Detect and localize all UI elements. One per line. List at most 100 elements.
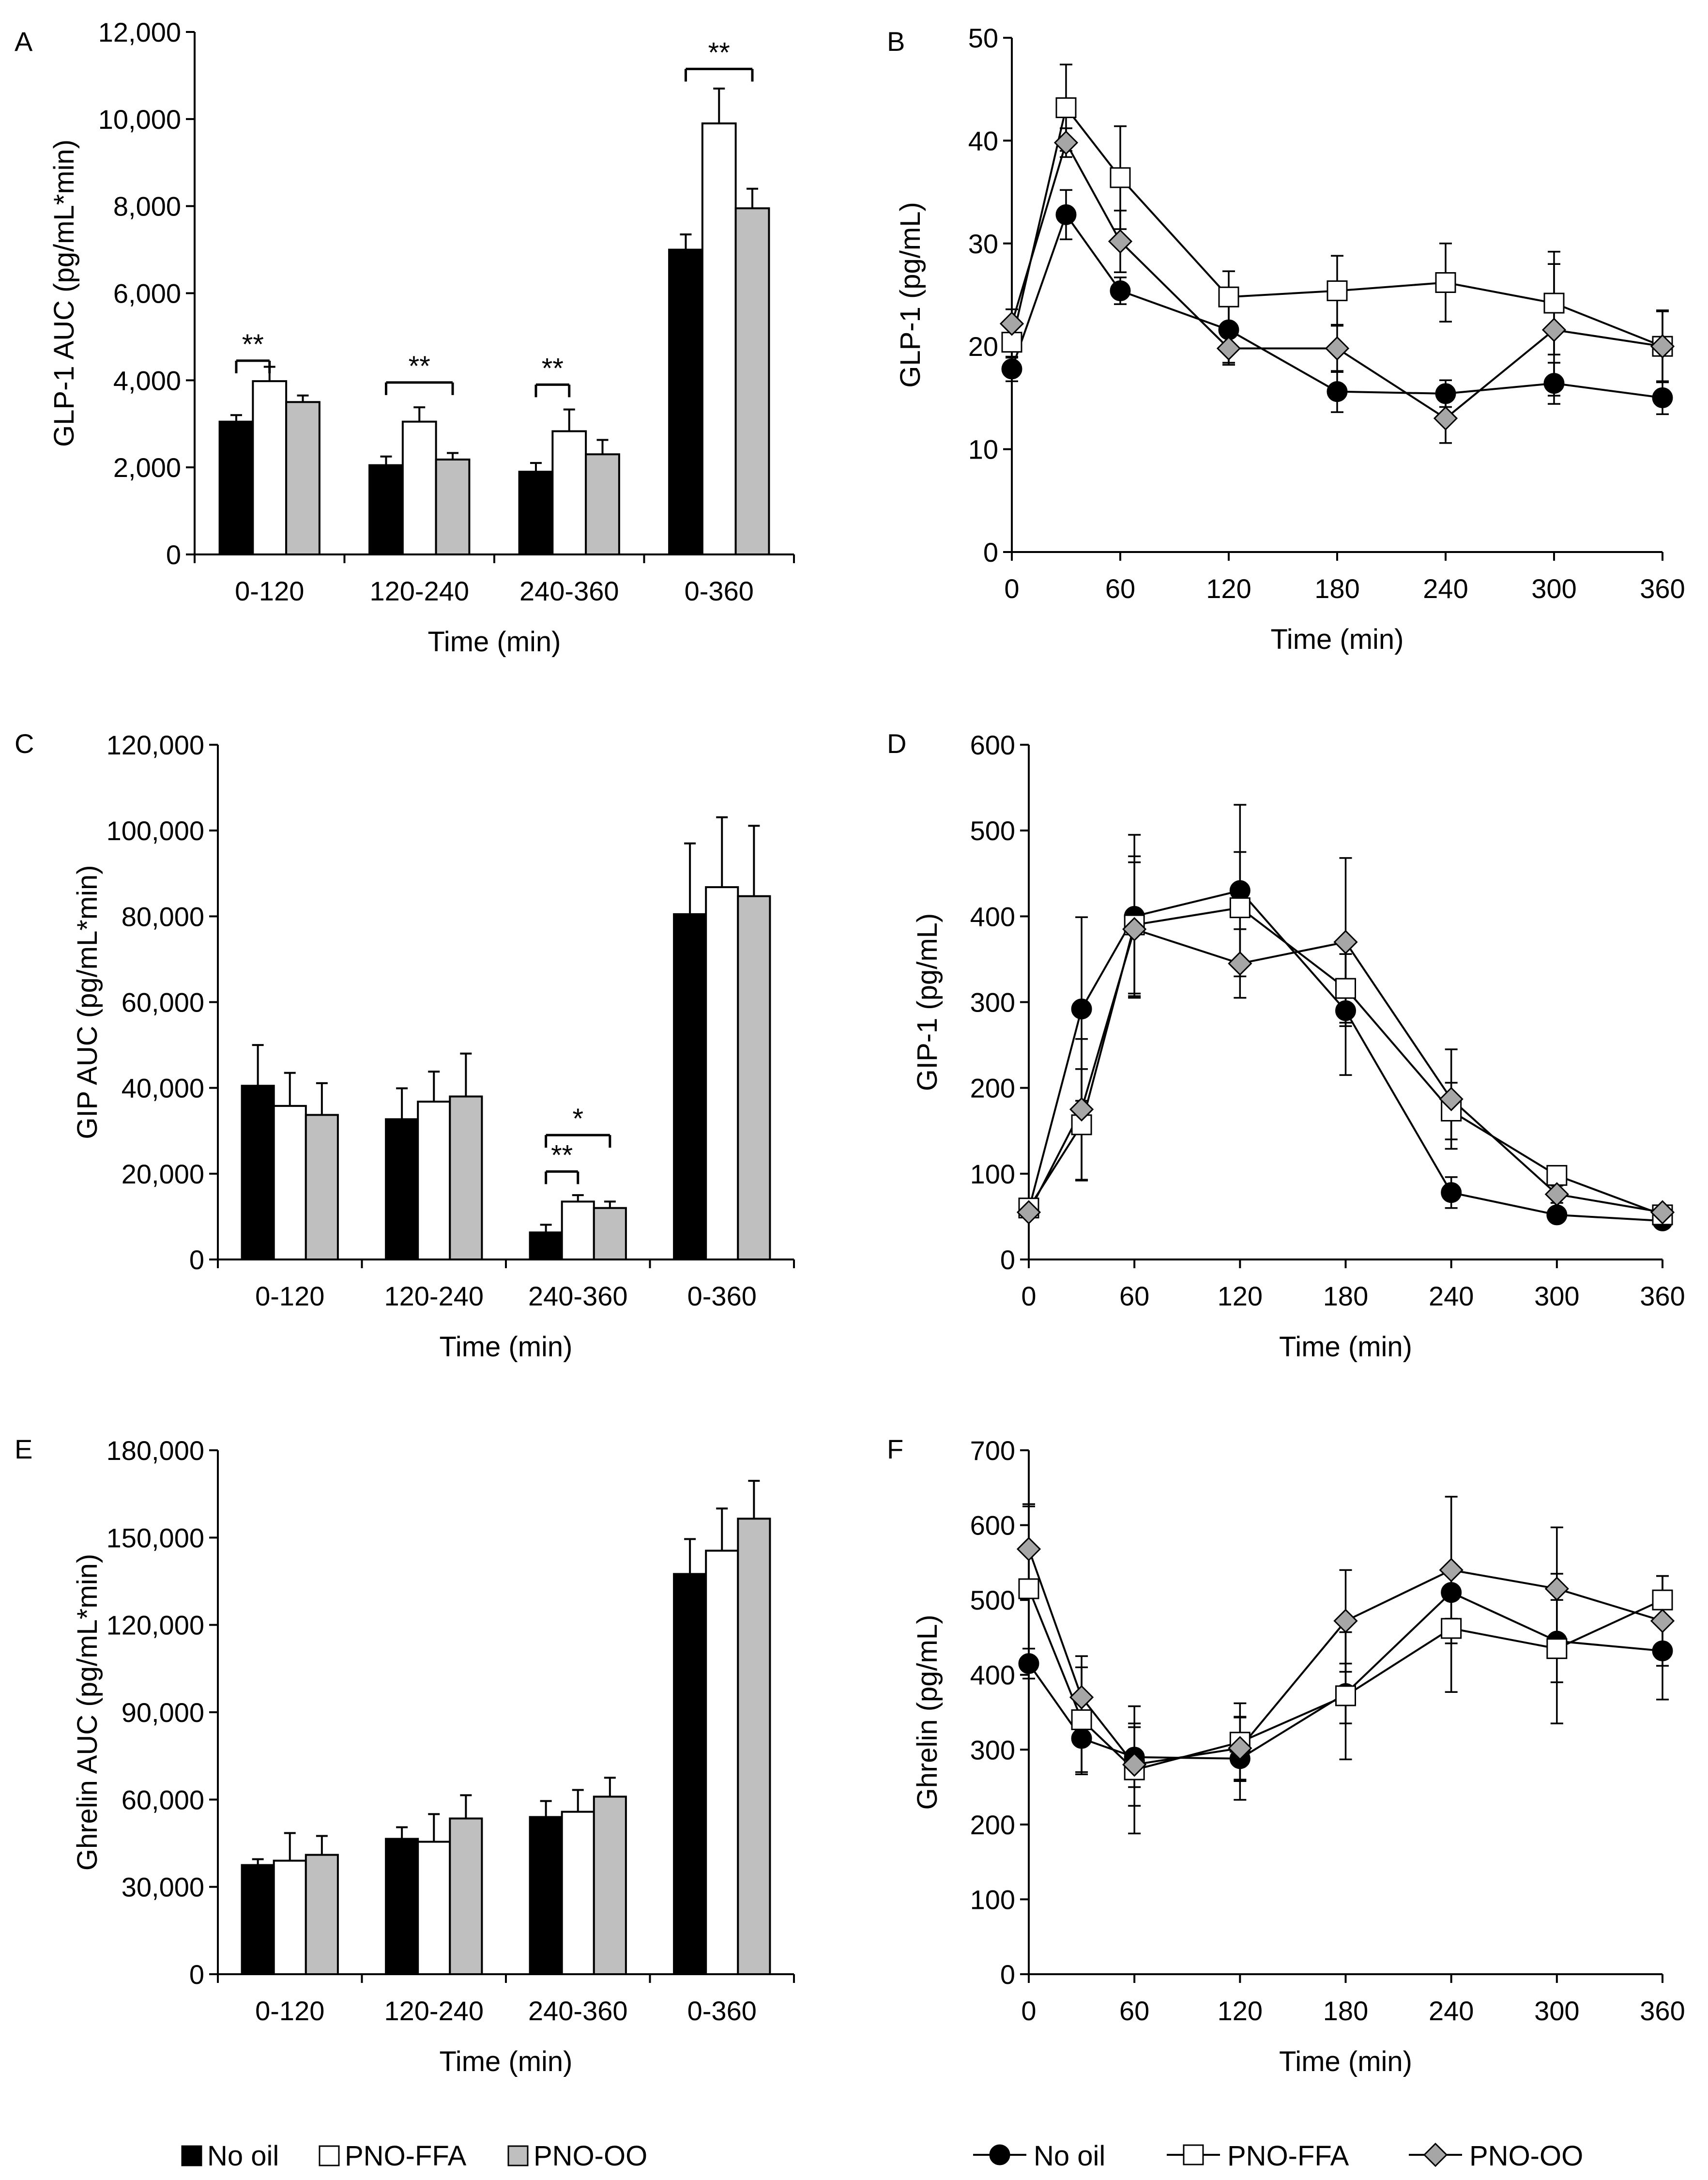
marker-no-oil: [1071, 998, 1092, 1020]
significance-bracket: **: [534, 353, 571, 398]
y-tick-label: 100: [970, 1159, 1015, 1189]
x-tick-label: 0: [1021, 1281, 1036, 1311]
marker-pno-oo: [1069, 1097, 1094, 1122]
legend-line-chart: No oil PNO-FFA PNO-OO: [973, 2140, 1583, 2172]
bar-no-oil: [241, 1864, 275, 1975]
x-axis-title: Time (min): [1279, 2046, 1412, 2077]
bar-no-oil: [668, 248, 703, 555]
y-axis-title: GLP-1 (pg/mL): [895, 202, 926, 388]
y-tick-label: 100,000: [107, 815, 204, 846]
significance-bracket: *: [545, 1103, 611, 1148]
x-tick-label: 300: [1531, 573, 1576, 604]
y-tick-label: 4,000: [113, 365, 181, 396]
marker-no-oil: [1441, 1182, 1462, 1203]
x-tick-label: 60: [1105, 573, 1135, 604]
x-tick-label: 120-240: [369, 576, 469, 606]
marker-no-oil: [1546, 1204, 1568, 1226]
marker-legend: [1183, 2144, 1204, 2165]
bar-pno-oo: [285, 401, 320, 556]
panel-c: C 0 20,000 40,000 60,000 80,000 100,000 120,000…: [15, 728, 795, 1363]
marker-pno-oo: [1650, 1609, 1675, 1633]
bar-pno-ffa: [561, 1811, 595, 1976]
bar-no-oil: [385, 1838, 419, 1976]
y-tick-label: 150,000: [107, 1522, 204, 1553]
bar-pno-ffa: [401, 420, 437, 555]
x-tick-label: 300: [1534, 1281, 1579, 1311]
bar-no-oil: [529, 1816, 563, 1975]
bar-pno-oo: [585, 453, 620, 555]
bar-pno-oo: [593, 1207, 627, 1260]
y-tick-label: 400: [970, 901, 1015, 932]
bar-pno-ffa: [252, 380, 288, 555]
marker-pno-ffa: [1335, 978, 1356, 999]
y-tick-label: 20,000: [122, 1159, 204, 1189]
marker-pno-ffa: [1435, 272, 1456, 293]
x-tick-label: 120-240: [384, 1281, 484, 1311]
y-tick-label: 0: [166, 539, 181, 570]
marker-pno-oo: [1544, 1576, 1569, 1601]
marker-pno-ffa: [1071, 1709, 1092, 1730]
marker-pno-ffa: [1335, 1685, 1356, 1706]
y-tick-label: 10,000: [98, 104, 181, 135]
marker-pno-oo: [1016, 1200, 1041, 1225]
x-tick-label: 360: [1640, 1281, 1685, 1311]
marker-pno-oo: [1541, 318, 1567, 342]
y-tick-label: 500: [970, 815, 1015, 846]
series-line-pno-ffa: [1028, 906, 1663, 1216]
legend-label: PNO-OO: [534, 2140, 647, 2172]
legend-label: No oil: [1034, 2140, 1105, 2172]
x-axis-title: Time (min): [440, 1331, 573, 1363]
marker-no-oil: [1435, 383, 1456, 404]
marker-pno-oo: [1333, 1609, 1358, 1633]
x-tick-label: 240: [1423, 573, 1468, 604]
panel-label: F: [887, 1434, 903, 1464]
significance-label: *: [572, 1103, 583, 1135]
bar-pno-oo: [734, 207, 770, 556]
x-axis-title: Time (min): [428, 626, 561, 658]
x-tick-label: 360: [1640, 573, 1685, 604]
legend-bar-chart: No oil PNO-FFA PNO-OO: [181, 2140, 647, 2172]
bar-pno-ffa: [417, 1841, 451, 1975]
marker-pno-ffa: [1229, 897, 1250, 919]
bar-pno-ffa: [705, 1550, 739, 1975]
marker-pno-ffa: [1546, 1638, 1568, 1659]
marker-pno-oo: [999, 311, 1024, 336]
y-tick-label: 600: [970, 1510, 1015, 1541]
panel-d: D 0 100 200 300 400 500 600 GIP-1 (pg/mL) 0 60 120 1…: [887, 728, 1685, 1363]
y-tick-label: 400: [970, 1660, 1015, 1690]
series-line-no-oil: [1028, 889, 1663, 1222]
bar-pno-ffa: [561, 1200, 595, 1261]
x-axis-title: Time (min): [1279, 1331, 1412, 1363]
bar-pno-ffa: [705, 886, 739, 1260]
x-tick-label: 360: [1640, 1996, 1685, 2026]
marker-no-oil: [1327, 381, 1348, 402]
x-tick-label: 180: [1323, 1281, 1368, 1311]
y-tick-label: 0: [1000, 1959, 1015, 1990]
bar-pno-oo: [737, 895, 771, 1261]
series-line-pno-oo: [1028, 1549, 1663, 1766]
y-tick-label: 50: [968, 23, 998, 53]
legend-label: PNO-FFA: [1227, 2140, 1349, 2172]
marker-no-oil: [1441, 1582, 1462, 1603]
series-line-pno-ffa: [1011, 105, 1663, 348]
x-tick-label: 120: [1206, 573, 1251, 604]
x-tick-label: 120-240: [384, 1996, 484, 2026]
x-tick-label: 0-120: [255, 1996, 324, 2026]
marker-pno-oo: [1108, 229, 1133, 254]
x-tick-label: 180: [1314, 573, 1359, 604]
x-axis-title: Time (min): [440, 2046, 573, 2077]
x-tick-label: 240-360: [519, 576, 619, 606]
y-tick-label: 180,000: [107, 1435, 204, 1466]
x-tick-label: 0: [1021, 1996, 1036, 2026]
panel-label: B: [887, 26, 905, 57]
marker-pno-oo: [1433, 406, 1458, 431]
marker-pno-oo: [1122, 917, 1147, 942]
bar-pno-ffa: [273, 1105, 307, 1260]
panel-label: D: [887, 728, 906, 759]
y-tick-label: 200: [970, 1073, 1015, 1104]
y-tick-label: 30: [968, 229, 998, 259]
marker-pno-ffa: [1543, 292, 1565, 314]
panel-label: A: [15, 26, 33, 57]
marker-pno-oo: [1216, 336, 1241, 361]
